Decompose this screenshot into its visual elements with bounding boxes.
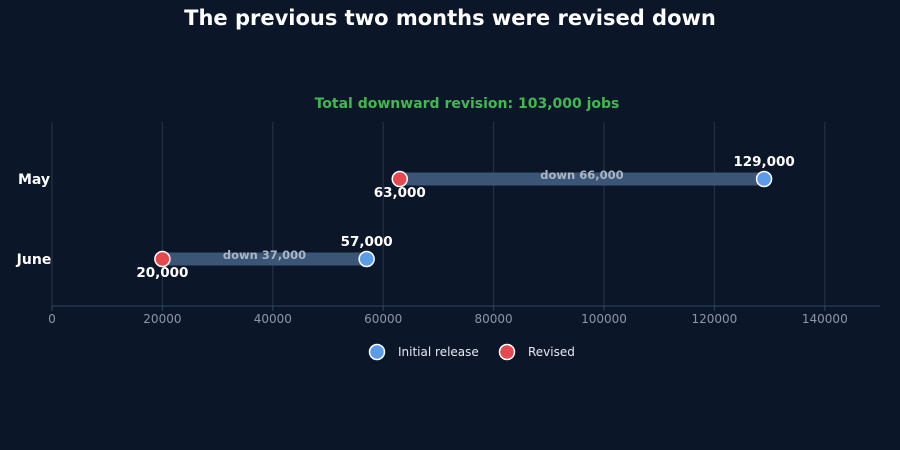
x-tick-label: 140000 xyxy=(802,312,848,326)
revision-bar xyxy=(162,252,367,266)
dumbbell-marks: down 66,000 129,000 63,000 down 37,000 57,00… xyxy=(136,154,794,281)
category-labels: May June xyxy=(16,172,52,268)
x-axis-ticks: 0 20000 40000 60000 80000 100000 120000 140000 xyxy=(48,306,848,326)
revised-point xyxy=(154,250,171,268)
category-label: May xyxy=(18,172,50,188)
revision-label: down 66,000 xyxy=(540,168,623,182)
revision-label: down 37,000 xyxy=(223,248,306,262)
revised-value-label: 63,000 xyxy=(374,185,426,201)
legend-revised-label: Revised xyxy=(528,345,575,359)
legend-initial-label: Initial release xyxy=(398,345,479,359)
legend: Initial release Revised xyxy=(368,343,575,361)
initial-release-point xyxy=(358,250,375,268)
chart-title: The previous two months were revised dow… xyxy=(184,6,716,30)
x-tick-label: 60000 xyxy=(364,312,402,326)
initial-value-label: 129,000 xyxy=(733,154,795,170)
chart-subtitle: Total downward revision: 103,000 jobs xyxy=(315,96,620,112)
revised-value-label: 20,000 xyxy=(136,265,188,281)
legend-revised-swatch xyxy=(498,343,516,361)
x-tick-label: 80000 xyxy=(475,312,513,326)
x-tick-label: 20000 xyxy=(143,312,181,326)
x-tick-label: 100000 xyxy=(581,312,627,326)
x-tick-label: 40000 xyxy=(254,312,292,326)
initial-value-label: 57,000 xyxy=(341,234,393,250)
category-label: June xyxy=(16,252,52,268)
initial-release-point xyxy=(755,170,773,188)
revised-point xyxy=(391,170,409,188)
x-tick-label: 120000 xyxy=(691,312,737,326)
x-tick-label: 0 xyxy=(48,312,56,326)
gridlines xyxy=(51,122,826,306)
revision-bar xyxy=(399,172,765,186)
legend-initial-swatch xyxy=(368,343,386,361)
